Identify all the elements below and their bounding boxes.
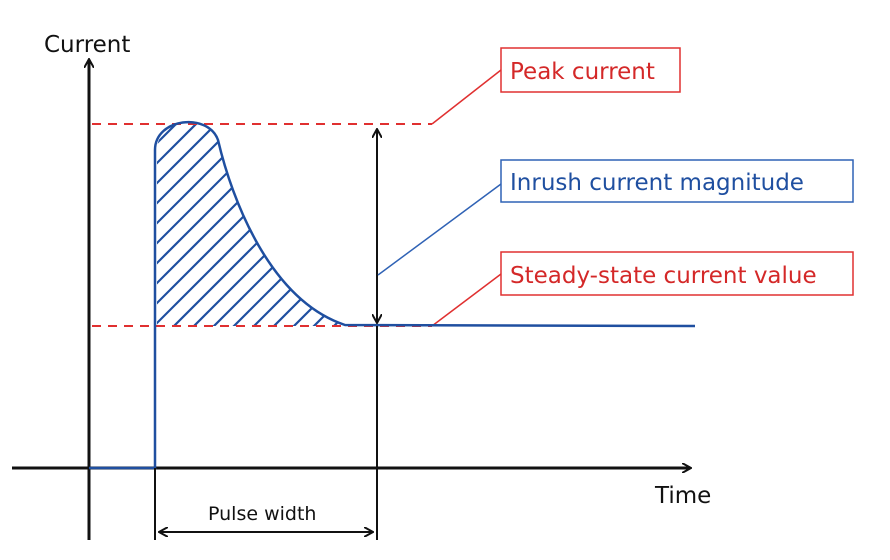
steady-state-leader [431, 273, 502, 327]
steady-state-box [500, 251, 854, 296]
pulse-width-label: Pulse width [208, 503, 316, 525]
inrush-magnitude-leader [377, 183, 502, 276]
peak-current-label: Peak current [510, 59, 655, 85]
inrush-magnitude-box [500, 159, 854, 203]
peak-current-leader [431, 69, 502, 125]
current-waveform [89, 120, 696, 470]
x-axis-label: Time [654, 483, 711, 509]
y-axis-label: Current [44, 32, 130, 58]
peak-current-box [500, 47, 681, 93]
inrush-magnitude-label: Inrush current magnitude [510, 170, 804, 196]
steady-state-label: Steady-state current value [510, 263, 817, 289]
